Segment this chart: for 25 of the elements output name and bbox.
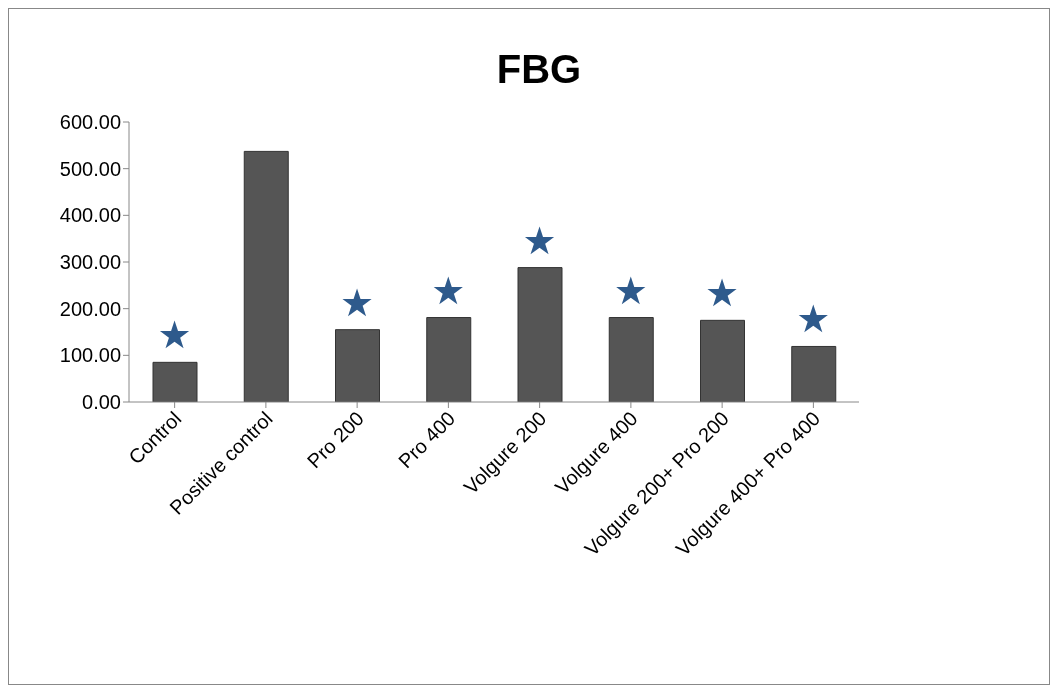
- y-tick-label: 100.00: [59, 344, 121, 367]
- x-tick-label: Pro 200: [302, 407, 368, 473]
- annotation: ★: [157, 313, 192, 358]
- chart-title: FBG: [495, 47, 583, 92]
- y-tick-label: 0.00: [82, 391, 121, 414]
- bar: [426, 317, 472, 402]
- bar: [608, 317, 654, 402]
- y-tick-label: 600.00: [59, 111, 121, 134]
- bar: [152, 361, 198, 402]
- y-tick-label: 500.00: [59, 157, 121, 180]
- bar: [243, 150, 289, 402]
- y-tick-label: 400.00: [59, 204, 121, 227]
- bar: [791, 345, 837, 402]
- annotation: ★: [796, 297, 831, 342]
- annotation: ★: [522, 218, 557, 263]
- annotation: ★: [705, 271, 740, 316]
- annotation: ★: [431, 268, 466, 313]
- annotation: ★: [613, 268, 648, 313]
- y-tick-label: 300.00: [59, 251, 121, 274]
- bar: [335, 329, 380, 402]
- bar: [700, 319, 745, 402]
- annotation: ★: [340, 280, 375, 325]
- y-tick-label: 200.00: [59, 297, 121, 320]
- bar: [517, 267, 563, 402]
- x-tick-label: Pro 400: [394, 407, 460, 473]
